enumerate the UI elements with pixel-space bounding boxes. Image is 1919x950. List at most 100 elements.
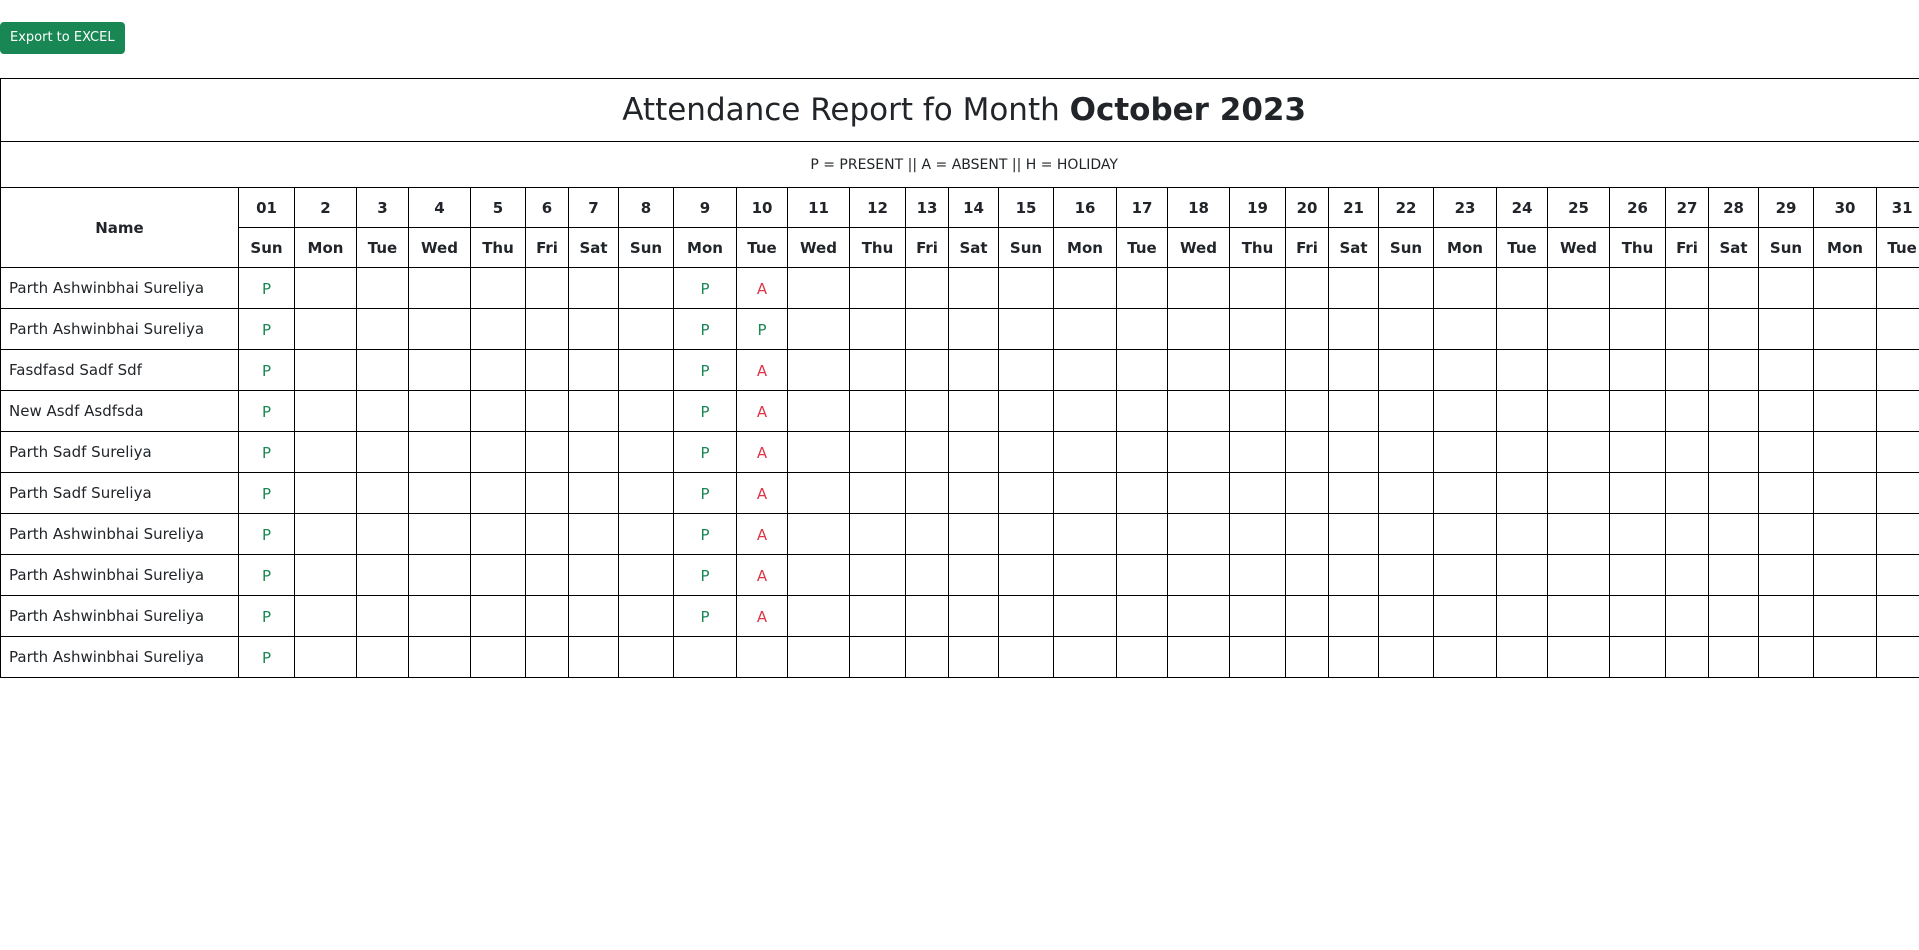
attendance-cell	[568, 390, 619, 432]
attendance-cell: A	[736, 431, 788, 473]
attendance-cell: P	[238, 472, 295, 514]
day-number-header: 31	[1875, 187, 1919, 228]
weekday-header: Sat	[948, 227, 999, 268]
attendance-cell	[1665, 267, 1709, 309]
present-mark: P	[700, 320, 710, 339]
day-number-header: 4	[408, 187, 471, 228]
attendance-cell	[1053, 595, 1117, 637]
attendance-cell	[1328, 636, 1379, 678]
weekday-header: Wed	[1547, 227, 1610, 268]
present-mark: P	[700, 566, 710, 585]
present-mark: P	[700, 443, 710, 462]
attendance-cell	[1609, 513, 1666, 555]
attendance-cell	[1547, 308, 1610, 350]
attendance-cell	[408, 349, 471, 391]
attendance-cell	[470, 267, 526, 309]
absent-mark: A	[756, 279, 768, 298]
attendance-cell	[1547, 595, 1610, 637]
attendance-cell	[948, 636, 999, 678]
attendance-cell	[1229, 636, 1286, 678]
weekday-header: Thu	[1229, 227, 1286, 268]
absent-mark: A	[756, 484, 768, 503]
attendance-cell	[525, 513, 569, 555]
attendance-cell	[568, 513, 619, 555]
attendance-cell	[1708, 308, 1759, 350]
attendance-cell	[998, 636, 1054, 678]
weekday-header: Mon	[1433, 227, 1497, 268]
day-number-header: 18	[1167, 187, 1230, 228]
day-number-header: 21	[1328, 187, 1379, 228]
attendance-cell	[356, 349, 409, 391]
attendance-cell	[1875, 349, 1919, 391]
attendance-cell	[1116, 390, 1168, 432]
attendance-cell	[1433, 390, 1497, 432]
attendance-cell	[1547, 554, 1610, 596]
day-number-header: 19	[1229, 187, 1286, 228]
day-number-header: 28	[1708, 187, 1759, 228]
weekday-header: Mon	[1053, 227, 1117, 268]
attendance-cell	[787, 267, 850, 309]
weekday-header: Sat	[568, 227, 619, 268]
attendance-cell	[849, 349, 906, 391]
attendance-cell	[568, 554, 619, 596]
attendance-cell	[1053, 554, 1117, 596]
attendance-cell	[998, 349, 1054, 391]
attendance-cell	[525, 349, 569, 391]
attendance-cell	[1758, 308, 1814, 350]
attendance-cell	[525, 390, 569, 432]
attendance-cell	[408, 595, 471, 637]
attendance-cell: A	[736, 390, 788, 432]
attendance-cell	[1116, 513, 1168, 555]
weekday-header: Tue	[1116, 227, 1168, 268]
attendance-cell	[618, 349, 674, 391]
export-excel-button[interactable]: Export to EXCEL	[0, 22, 125, 54]
day-number-header: 12	[849, 187, 906, 228]
attendance-cell	[1708, 431, 1759, 473]
attendance-cell: P	[238, 390, 295, 432]
attendance-cell	[905, 472, 949, 514]
attendance-cell	[618, 390, 674, 432]
attendance-cell	[1609, 595, 1666, 637]
attendance-cell	[1758, 431, 1814, 473]
attendance-cell	[1116, 431, 1168, 473]
attendance-cell	[1285, 349, 1329, 391]
attendance-cell	[1053, 390, 1117, 432]
attendance-cell: P	[673, 308, 737, 350]
attendance-cell	[470, 431, 526, 473]
attendance-cell	[618, 554, 674, 596]
day-number-header: 20	[1285, 187, 1329, 228]
table-row: Parth Ashwinbhai Sureliya P	[0, 636, 1919, 678]
attendance-cell	[1547, 472, 1610, 514]
day-number-header: 24	[1496, 187, 1548, 228]
present-mark: P	[261, 402, 272, 421]
attendance-cell	[408, 267, 471, 309]
attendance-cell	[1875, 431, 1919, 473]
attendance-cell	[1229, 431, 1286, 473]
day-number-header: 2	[294, 187, 357, 228]
present-mark: P	[700, 361, 710, 380]
present-mark: P	[700, 525, 710, 544]
attendance-cell	[1758, 636, 1814, 678]
attendance-cell	[470, 308, 526, 350]
attendance-cell	[998, 431, 1054, 473]
attendance-cell	[948, 513, 999, 555]
attendance-cell	[1496, 431, 1548, 473]
attendance-cell	[1708, 267, 1759, 309]
attendance-cell	[568, 595, 619, 637]
attendance-cell	[1813, 636, 1877, 678]
attendance-cell	[408, 636, 471, 678]
attendance-cell	[1875, 390, 1919, 432]
attendance-report-table: Attendance Report fo Month October 2023 …	[0, 78, 1919, 678]
attendance-cell	[1433, 349, 1497, 391]
day-number-header: 13	[905, 187, 949, 228]
day-number-header: 15	[998, 187, 1054, 228]
attendance-cell	[1547, 431, 1610, 473]
weekday-header: Mon	[294, 227, 357, 268]
attendance-cell: A	[736, 595, 788, 637]
attendance-cell	[1167, 595, 1230, 637]
day-number-header: 7	[568, 187, 619, 228]
attendance-cell	[1813, 431, 1877, 473]
weekday-header: Tue	[1875, 227, 1919, 268]
attendance-cell	[408, 513, 471, 555]
attendance-cell: P	[673, 390, 737, 432]
